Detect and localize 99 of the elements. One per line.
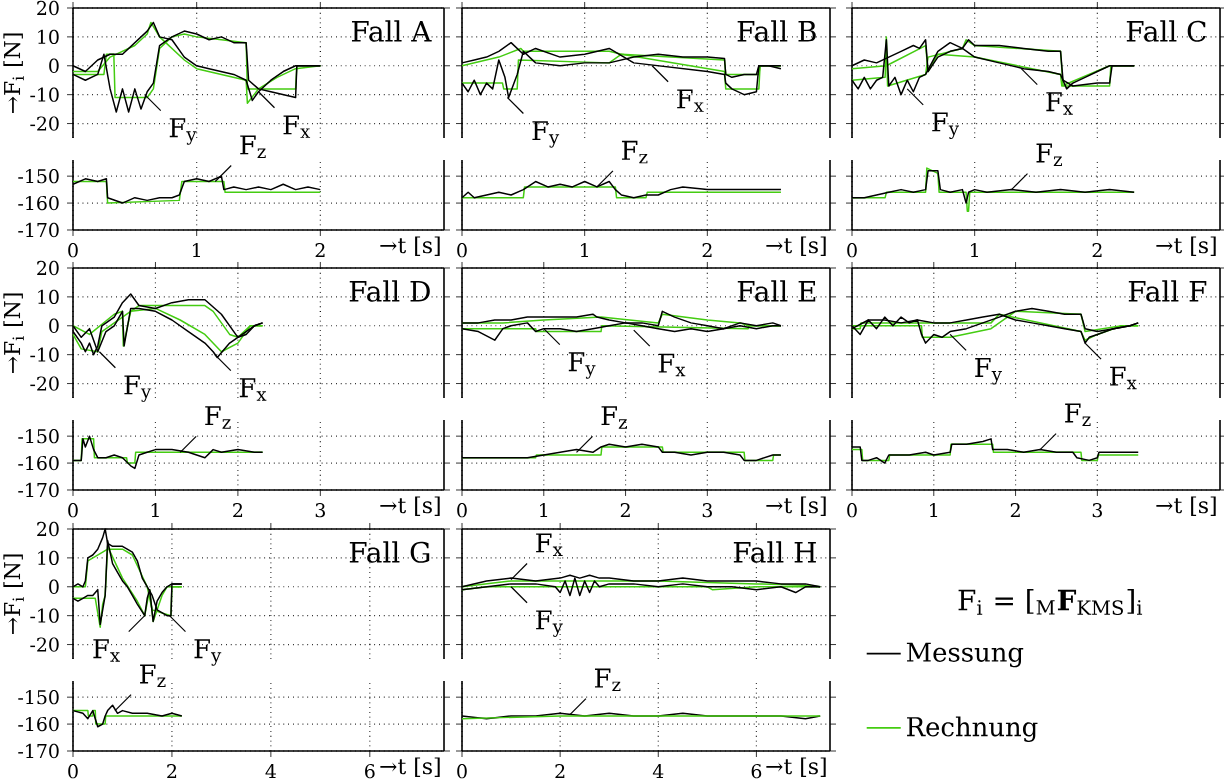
x-tick-label: 1 [930, 503, 938, 518]
chart-title: Fall H [733, 541, 816, 563]
chart-title: Fall B [737, 20, 816, 42]
x-tick-label: 0 [847, 243, 857, 258]
annotation: F$_{x}$ [283, 115, 311, 138]
x-tick-label: 2 [233, 503, 243, 518]
annotation: F$_{z}$ [594, 668, 621, 692]
text: F$_{i}$ = [$_{M}$F$_{KMS}$]$_{i}$ [958, 588, 1143, 616]
y-tick-label: 20 [37, 260, 59, 276]
annotation: F$_{x}$ [1110, 366, 1137, 390]
x-axis-title: →t [s] [380, 496, 440, 516]
y-tick-label: -20 [30, 637, 59, 652]
annotation: F$_{z}$ [1036, 143, 1062, 167]
annotation: F$_{x}$ [536, 533, 563, 556]
x-tick-label: 3 [702, 503, 712, 518]
annotation: F$_{x}$ [239, 378, 267, 401]
x-tick-label: 2 [315, 243, 325, 258]
y-tick-label: 0 [49, 579, 59, 594]
x-tick-label: 1 [151, 503, 159, 518]
y-tick-label: -150 [18, 428, 59, 444]
y-axis-title: →F$_{i}$ [N] [3, 33, 24, 114]
y-tick-label: -150 [18, 168, 59, 184]
x-tick-label: 2 [1010, 503, 1020, 518]
chart-title: Fall E [737, 280, 816, 302]
x-tick-label: 1 [970, 243, 978, 258]
annotation: F$_{z}$ [240, 135, 266, 158]
x-tick-label: 0 [68, 243, 78, 258]
y-tick-label: 0 [49, 318, 59, 333]
x-axis-title: →t [s] [380, 757, 440, 777]
chart-title: Fall A [351, 20, 432, 42]
y-tick-label: 10 [38, 289, 59, 305]
x-tick-label: 2 [1092, 243, 1102, 258]
y-tick-label: -10 [30, 347, 59, 362]
x-tick-label: 6 [365, 764, 375, 779]
y-tick-label: -10 [30, 608, 59, 623]
y-tick-label: 0 [49, 58, 59, 73]
x-axis-title: →t [s] [766, 757, 826, 777]
y-tick-label: -160 [18, 716, 59, 732]
x-tick-label: 3 [1092, 503, 1102, 518]
chart-title: Fall D [349, 280, 430, 302]
x-tick-label: 0 [457, 764, 467, 779]
y-tick-label: 20 [37, 0, 59, 16]
x-tick-label: 6 [751, 764, 762, 779]
x-tick-label: 2 [620, 503, 630, 518]
annotation: F$_{y}$ [932, 112, 959, 139]
annotation: F$_{y}$ [536, 610, 563, 637]
annotation: F$_{x}$ [1046, 92, 1073, 115]
y-tick-label: -160 [18, 195, 59, 211]
annotation: F$_{y}$ [194, 639, 222, 666]
x-tick-label: 4 [265, 764, 276, 779]
annotation: F$_{x}$ [658, 353, 686, 377]
x-tick-label: 2 [555, 764, 565, 779]
annotation: F$_{z}$ [601, 406, 627, 429]
x-axis-title: →t [s] [1156, 496, 1216, 516]
x-axis-title: →t [s] [380, 236, 440, 256]
x-tick-label: 0 [847, 503, 857, 518]
y-tick-label: -170 [18, 743, 59, 759]
y-tick-label: -170 [18, 222, 59, 238]
y-tick-label: -150 [18, 689, 59, 705]
y-tick-label: 20 [37, 521, 59, 537]
annotation: F$_{y}$ [532, 121, 560, 148]
annotation: F$_{z}$ [205, 406, 231, 429]
x-axis-title: →t [s] [1156, 236, 1216, 256]
x-tick-label: 0 [68, 764, 78, 779]
x-tick-label: 1 [192, 243, 200, 258]
y-tick-label: -170 [18, 482, 59, 498]
y-tick-label: 10 [38, 550, 59, 566]
x-tick-label: 4 [652, 764, 664, 779]
y-tick-label: -20 [30, 376, 59, 391]
chart-title: Fall F [1128, 280, 1207, 302]
y-axis-title: →F$_{i}$ [N] [3, 293, 24, 374]
annotation: F$_{y}$ [568, 352, 596, 379]
chart-title: Fall C [1126, 20, 1206, 42]
x-tick-label: 0 [457, 243, 467, 258]
chart-title: Fall G [349, 541, 430, 563]
y-axis-title: →F$_{i}$ [N] [3, 554, 24, 635]
annotation: F$_{z}$ [621, 140, 648, 164]
annotation: F$_{y}$ [975, 358, 1002, 385]
x-tick-label: 3 [315, 503, 325, 518]
y-tick-label: -20 [30, 116, 59, 131]
annotation: F$_{y}$ [124, 375, 152, 402]
x-axis-title: →t [s] [766, 496, 826, 516]
x-tick-label: 1 [540, 503, 548, 518]
legend-label: Rechnung [907, 716, 1038, 742]
annotation: F$_{x}$ [677, 89, 704, 112]
legend-label: Messung [906, 642, 1024, 668]
x-tick-label: 1 [580, 243, 588, 258]
annotation: F$_{z}$ [1065, 403, 1091, 427]
x-tick-label: 2 [702, 243, 712, 258]
y-tick-label: -160 [18, 455, 59, 471]
annotation: F$_{z}$ [140, 664, 166, 688]
y-tick-label: -10 [30, 87, 59, 102]
x-tick-label: 0 [457, 503, 467, 518]
y-tick-label: 10 [38, 29, 59, 45]
annotation: F$_{x}$ [93, 639, 120, 662]
x-tick-label: 2 [167, 764, 177, 779]
x-axis-title: →t [s] [766, 236, 826, 256]
x-tick-label: 0 [68, 503, 78, 518]
annotation: F$_{y}$ [169, 118, 197, 145]
